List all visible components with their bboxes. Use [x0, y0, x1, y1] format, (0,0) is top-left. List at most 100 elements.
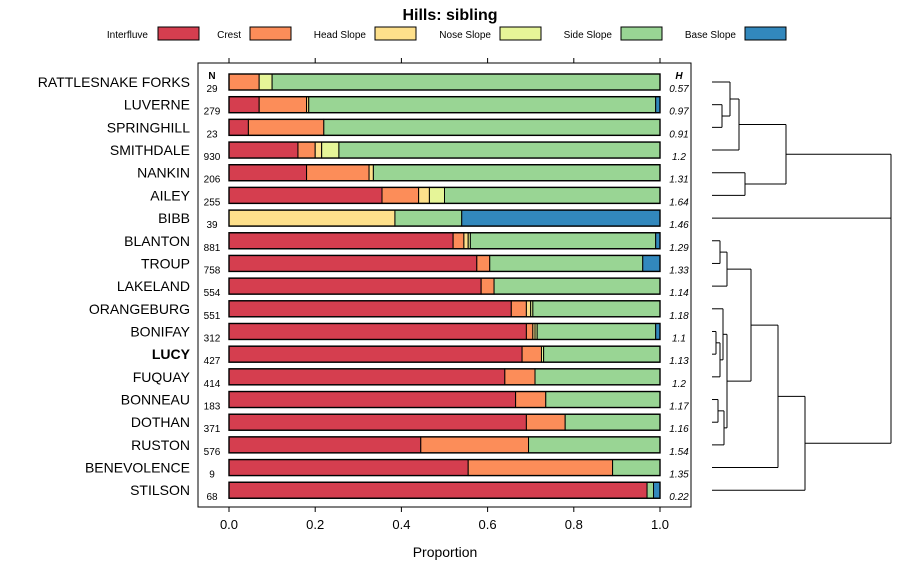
bar-segment-side-slope	[536, 322, 657, 340]
row-label: STILSON	[130, 482, 190, 498]
x-axis: 0.0 0.2 0.4 0.6 0.8 1.0	[220, 507, 669, 532]
x-tick-label: 0.2	[306, 517, 324, 532]
row-label: SMITHDALE	[110, 142, 190, 158]
bar-segment-side-slope	[308, 96, 657, 114]
bar-segment-crest	[476, 254, 491, 272]
bar-row-lucy: LUCY 427 1.13	[152, 345, 689, 367]
bar-row-benevolence: BENEVOLENCE 9 1.35	[85, 458, 689, 481]
bar-outline	[228, 481, 661, 499]
x-tick-label: 0.4	[392, 517, 410, 532]
row-n-value: 758	[204, 265, 221, 276]
h-column-header: H	[675, 71, 683, 82]
bar-segment-side-slope	[338, 141, 661, 159]
bar-segment-interfluve	[228, 481, 648, 499]
bar-row-springhill: SPRINGHILL 23 0.91	[107, 118, 689, 140]
row-h-value: 1.33	[669, 265, 689, 276]
bar-segment-head-slope	[314, 141, 323, 159]
bar-segment-nose-slope	[321, 141, 340, 159]
bar-segment-crest	[521, 345, 542, 363]
legend-swatch-head-slope	[374, 26, 417, 41]
x-axis-title: Proportion	[413, 544, 478, 560]
row-h-value: 1.2	[672, 379, 686, 390]
row-label: RUSTON	[131, 437, 190, 453]
bar-row-orangeburg: ORANGEBURG 551 1.18	[89, 300, 689, 322]
bar-row-bonneau: BONNEAU 183 1.17	[121, 390, 689, 413]
plot-frame	[197, 62, 692, 508]
bar-segment-crest	[510, 300, 527, 318]
bar-segment-interfluve	[228, 413, 527, 431]
bar-segment-side-slope	[534, 368, 661, 386]
bar-segment-nose-slope	[258, 73, 273, 91]
row-label: ORANGEBURG	[89, 301, 190, 317]
bar-segment-side-slope	[394, 209, 463, 227]
legend-label-head-slope: Head Slope	[314, 30, 367, 41]
row-h-value: 1.16	[669, 424, 689, 435]
row-n-value: 183	[204, 402, 221, 413]
bar-segment-crest	[420, 436, 530, 454]
bar-segment-base-slope	[461, 209, 661, 227]
bar-segment-crest	[247, 118, 325, 136]
legend-swatch-base-slope	[744, 26, 787, 41]
bar-segment-crest	[525, 413, 566, 431]
bar-segment-head-slope	[463, 232, 469, 250]
bar-row-fuquay: FUQUAY 414 1.2	[133, 368, 686, 390]
row-label: LUCY	[152, 346, 191, 362]
bar-segment-crest	[452, 232, 465, 250]
bar-row-stilson: STILSON 68 0.22	[130, 481, 689, 503]
bar-segment-interfluve	[228, 436, 422, 454]
bar-outline	[228, 277, 661, 295]
bar-row-smithdale: SMITHDALE 930 1.2	[110, 141, 686, 163]
bar-segment-interfluve	[228, 254, 478, 272]
bar-segment-nose-slope	[428, 186, 446, 204]
bar-segment-interfluve	[228, 345, 523, 363]
row-h-value: 1.18	[669, 311, 689, 322]
x-tick-label: 0.6	[479, 517, 497, 532]
row-h-value: 0.97	[669, 107, 689, 118]
bar-segment-side-slope	[444, 186, 661, 204]
row-n-value: 206	[204, 175, 221, 186]
row-label: BENEVOLENCE	[85, 460, 190, 476]
row-n-value: 279	[204, 107, 221, 118]
row-h-value: 1.29	[669, 243, 689, 254]
legend-swatch-crest	[249, 26, 292, 41]
bar-segment-crest	[515, 391, 547, 409]
row-n-value: 414	[204, 379, 221, 390]
bar-segment-side-slope	[323, 118, 661, 136]
row-h-value: 1.13	[669, 356, 689, 367]
row-n-value: 312	[204, 333, 221, 344]
bar-outline	[228, 436, 661, 454]
row-h-value: 1.2	[672, 152, 686, 163]
bar-outline	[228, 345, 661, 363]
bar-outline	[228, 300, 661, 318]
x-tick-label: 0.0	[220, 517, 238, 532]
bar-row-blanton: BLANTON 881 1.29	[124, 232, 689, 254]
bar-segment-interfluve	[228, 141, 299, 159]
row-label: BIBB	[158, 210, 190, 226]
bar-outline	[228, 95, 661, 114]
bar-segment-head-slope	[368, 164, 374, 182]
bar-outline	[228, 413, 661, 431]
row-label: DOTHAN	[131, 414, 190, 430]
legend-label-side-slope: Side Slope	[564, 30, 613, 41]
bar-segment-crest	[381, 186, 420, 204]
row-h-value: 1.64	[669, 197, 689, 208]
bar-row-troup: TROUP 758 1.33	[141, 254, 689, 276]
bar-row-bonifay: BONIFAY 312 1.1	[130, 322, 686, 344]
bar-row-luverne: LUVERNE 279 0.97	[124, 95, 689, 118]
row-h-value: 1.1	[672, 333, 686, 344]
bar-outline	[228, 458, 661, 477]
row-n-value: 39	[206, 220, 218, 231]
row-n-value: 551	[204, 311, 221, 322]
bar-row-dothan: DOTHAN 371 1.16	[131, 413, 689, 435]
row-h-value: 0.57	[669, 84, 689, 95]
row-n-value: 427	[204, 356, 221, 367]
bar-outline	[228, 254, 661, 273]
row-n-value: 255	[204, 197, 221, 208]
bar-segment-side-slope	[372, 164, 661, 182]
bar-row-ailey: AILEY 255 1.64	[150, 186, 689, 208]
row-label: BLANTON	[124, 233, 190, 249]
row-h-value: 0.22	[669, 492, 689, 503]
row-h-value: 1.31	[669, 175, 688, 186]
n-column-header: N	[208, 71, 215, 82]
